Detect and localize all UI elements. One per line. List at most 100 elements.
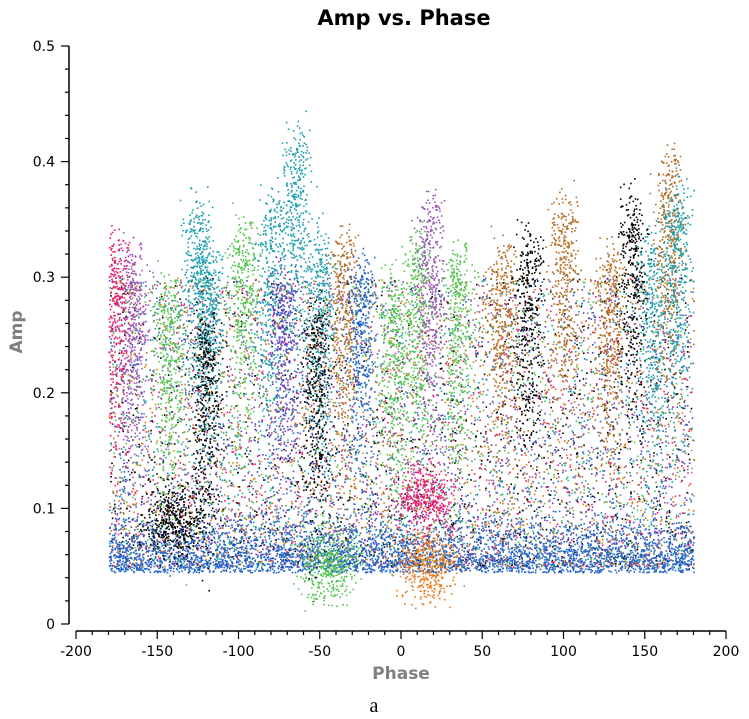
data-point [676,515,678,517]
data-point [192,475,194,477]
data-point [615,296,617,298]
data-point [673,354,675,356]
data-point [346,531,348,533]
data-point [448,518,450,520]
data-point [692,544,694,546]
data-point [660,388,662,390]
data-point [239,515,241,517]
data-point [629,533,631,535]
data-point [222,291,224,293]
data-point [467,511,469,513]
data-point [631,382,633,384]
data-point [220,454,222,456]
data-point [353,369,355,371]
data-point [160,357,162,359]
data-point [371,481,373,483]
data-point [280,442,282,444]
data-point [443,479,445,481]
data-point [516,354,518,356]
data-point [500,316,502,318]
data-point [364,491,366,493]
data-point [307,320,309,322]
data-point [441,325,443,327]
data-point [326,357,328,359]
data-point [164,566,166,568]
data-point [324,357,326,359]
data-point [254,536,256,538]
data-point [206,540,208,542]
data-point [449,515,451,517]
data-point [333,531,335,533]
data-point [407,438,409,440]
data-point [178,436,180,438]
data-point [389,454,391,456]
data-point [664,397,666,399]
data-point [341,468,343,470]
data-point [230,472,232,474]
data-point [483,391,485,393]
data-point [561,522,563,524]
data-point [517,409,519,411]
data-point [147,462,149,464]
data-point [173,486,175,488]
data-point [484,523,486,525]
data-point [484,299,486,301]
data-point [353,480,355,482]
data-point [610,366,612,368]
data-point [215,528,217,530]
data-point [227,412,229,414]
data-point [585,378,587,380]
data-point [124,350,126,352]
data-point [441,432,443,434]
data-point [478,485,480,487]
data-point [649,454,651,456]
data-point [345,479,347,481]
data-point [587,530,589,532]
data-point [607,346,609,348]
data-point [565,527,567,529]
data-point [223,407,225,409]
data-point [548,293,550,295]
data-point [591,458,593,460]
data-point [440,300,442,302]
data-point [651,516,653,518]
data-point [416,400,418,402]
data-point [141,504,143,506]
data-point [576,344,578,346]
data-point [406,373,408,375]
data-point [556,344,558,346]
data-point [618,564,620,566]
data-point [590,493,592,495]
data-point [324,398,326,400]
data-point [563,535,565,537]
data-point [270,334,272,336]
data-point [372,293,374,295]
data-point [611,527,613,529]
data-point [508,546,510,548]
data-point [150,433,152,435]
data-point [335,314,337,316]
data-point [620,443,622,445]
data-point [180,468,182,470]
data-point [372,456,374,458]
data-point [499,311,501,313]
data-point [454,462,456,464]
data-point [295,439,297,441]
data-point [546,538,548,540]
data-point [691,408,693,410]
data-point [684,438,686,440]
data-point [573,442,575,444]
data-point [116,477,118,479]
data-point [366,344,368,346]
data-point [442,511,444,513]
data-point [274,509,276,511]
data-point [151,416,153,418]
data-point [241,342,243,344]
data-point [423,434,425,436]
data-point [478,392,480,394]
data-point [475,503,477,505]
data-point [486,479,488,481]
data-point [517,493,519,495]
data-point [192,340,194,342]
data-point [516,537,518,539]
